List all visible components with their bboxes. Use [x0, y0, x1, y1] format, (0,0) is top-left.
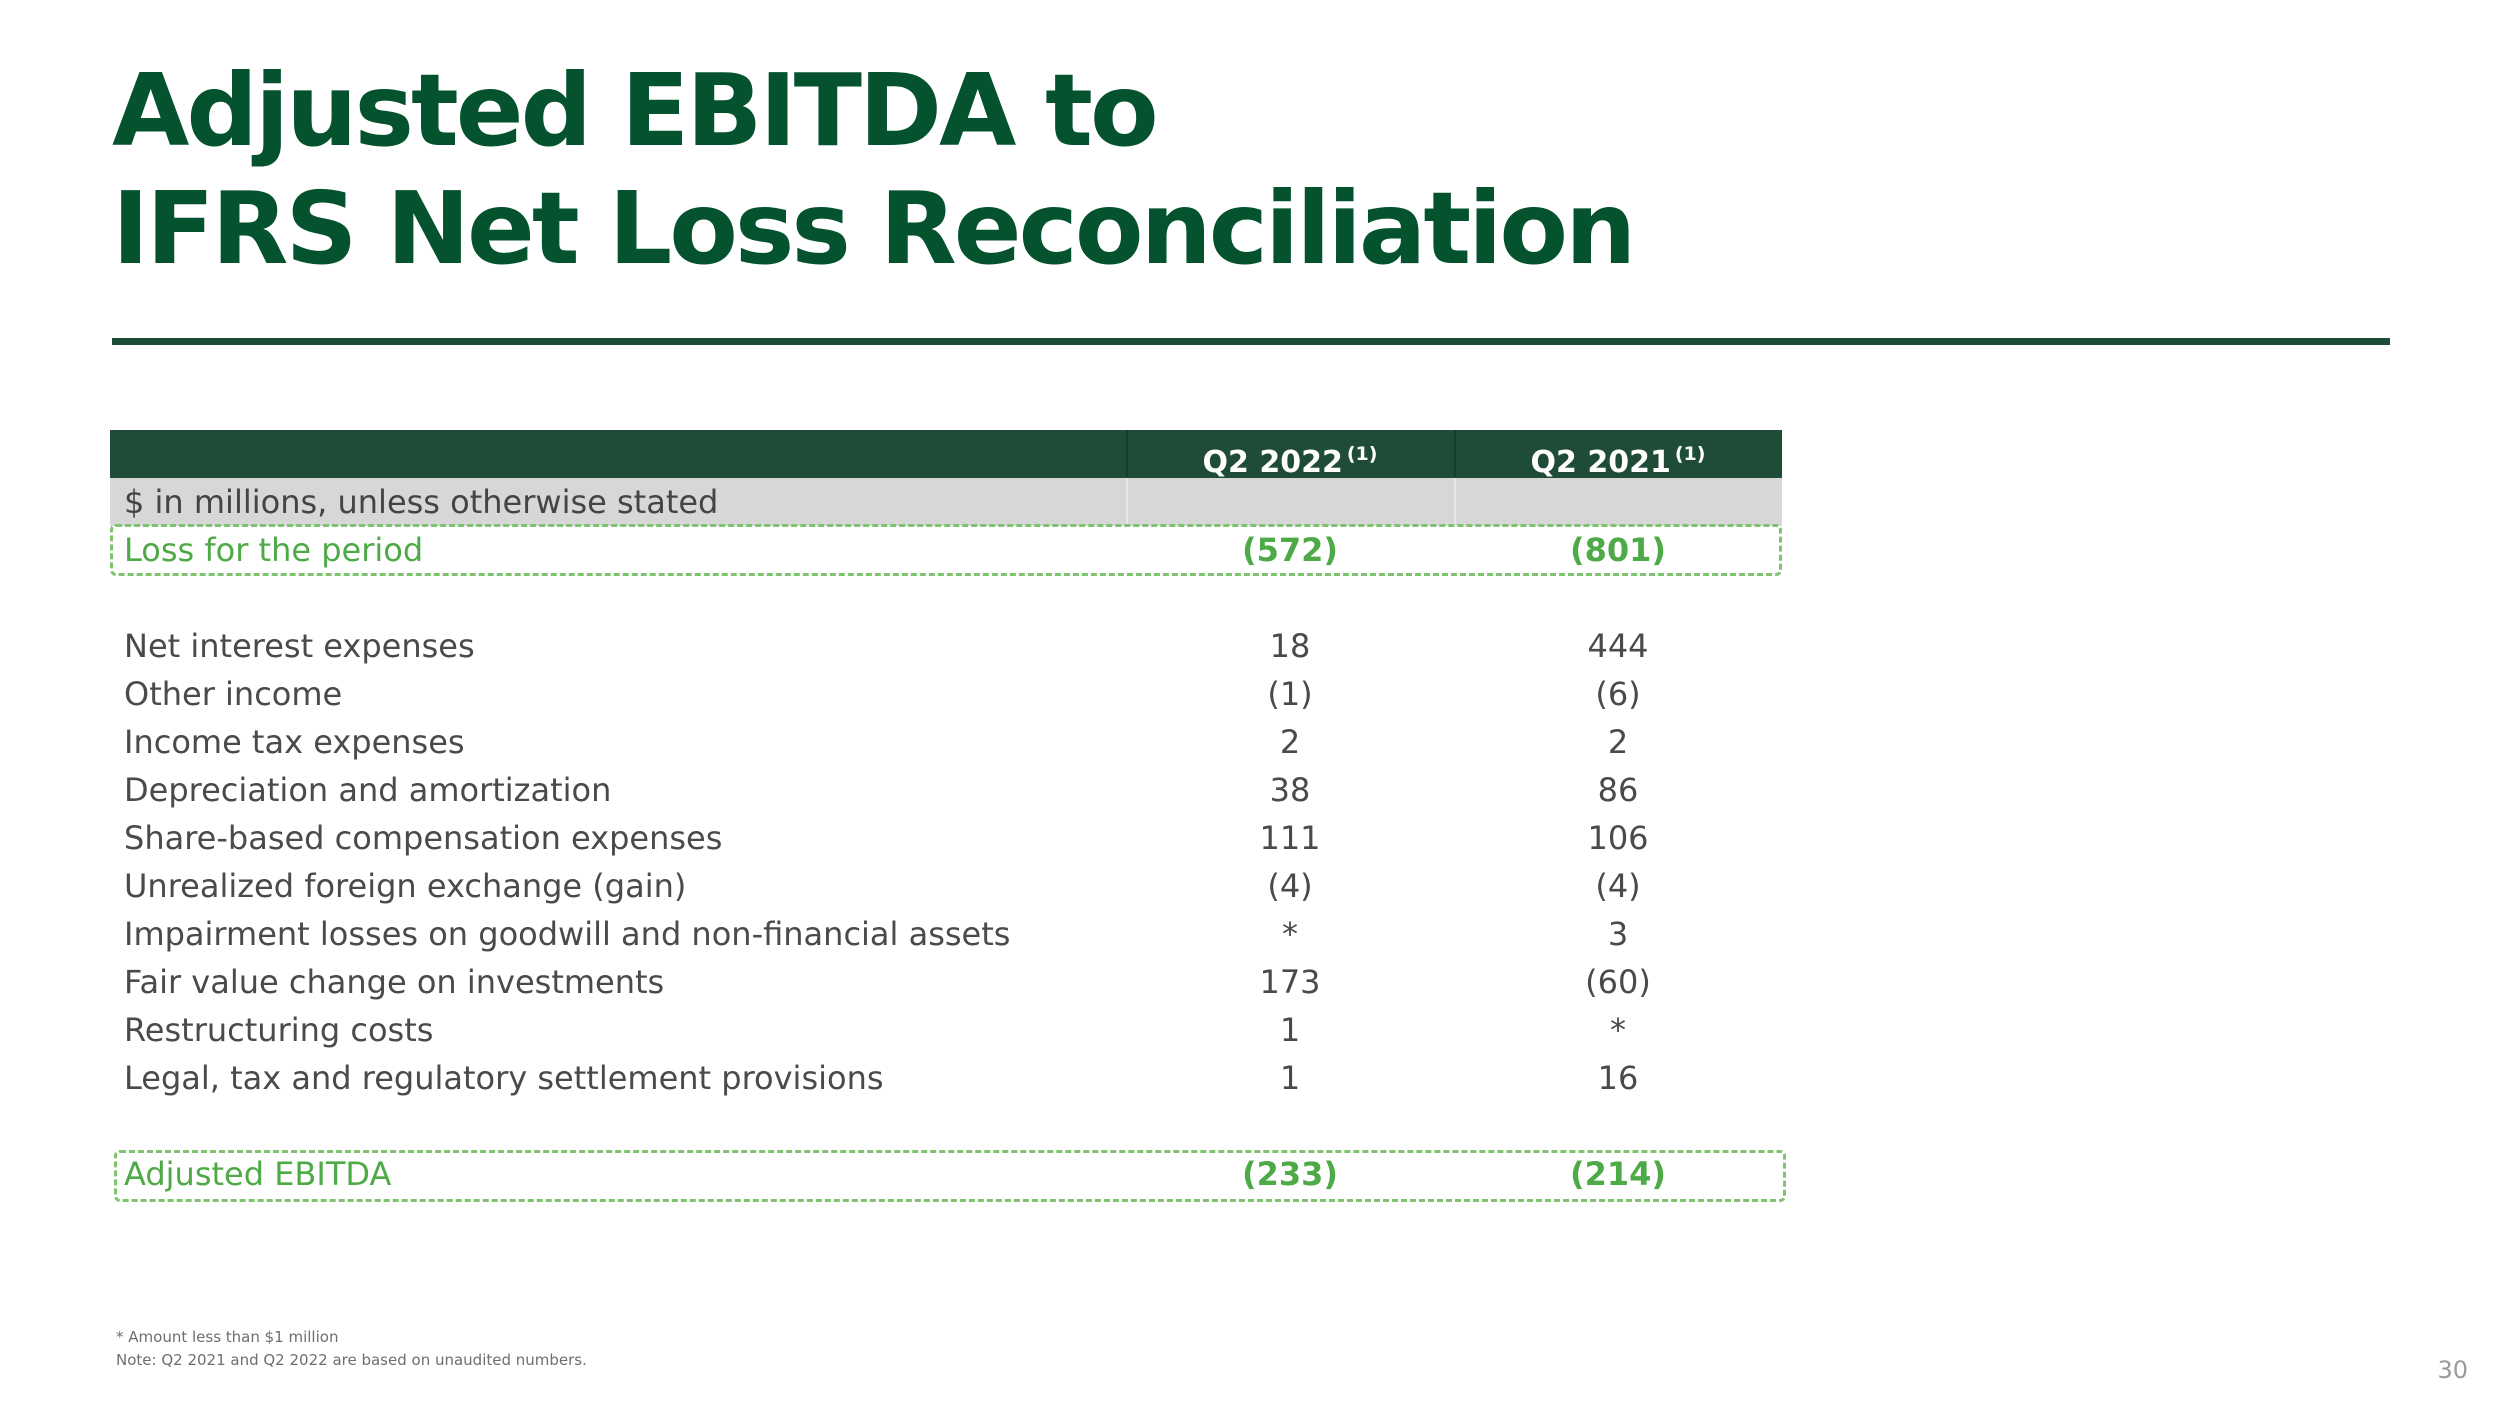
row-label: Income tax expenses [124, 723, 465, 761]
page-title-line-1: Adjusted EBITDA to [112, 52, 1159, 169]
column-header-note: (1) [1346, 443, 1378, 465]
spacer-row [110, 1102, 1782, 1150]
page-title-line-2: IFRS Net Loss Reconciliation [112, 170, 1636, 287]
row-label: Impairment losses on goodwill and non-fi… [124, 915, 1011, 953]
row-value-q2-2021: 444 [1587, 627, 1649, 665]
row-value-q2-2021: (801) [1569, 531, 1667, 569]
row-value-q2-2021: 16 [1597, 1059, 1639, 1097]
spacer-row [110, 574, 1782, 622]
row-value-q2-2021: * [1610, 1011, 1626, 1049]
header-divider [1126, 430, 1128, 478]
row-label: Fair value change on investments [124, 963, 665, 1001]
row-label: Share-based compensation expenses [124, 819, 723, 857]
row-value-q2-2021: 3 [1607, 915, 1629, 953]
table-row: Income tax expenses 2 2 [110, 718, 1782, 766]
ebitda-highlight-box [114, 1150, 1786, 1202]
footnotes: * Amount less than $1 million Note: Q2 2… [116, 1326, 587, 1372]
row-value-q2-2021: (214) [1569, 1155, 1667, 1193]
column-header-q2-2022: Q2 2022 (1) [1127, 430, 1453, 480]
table-header: Q2 2022 (1) Q2 2021 (1) [110, 430, 1782, 480]
row-value-q2-2022: * [1282, 915, 1298, 953]
reconciliation-table: Q2 2022 (1) Q2 2021 (1) $ in millions, unl… [110, 430, 1786, 1202]
row-label: Restructuring costs [124, 1011, 434, 1049]
row-value-q2-2022: (233) [1241, 1155, 1339, 1193]
row-label: Depreciation and amortization [124, 771, 612, 809]
table-row: Net interest expenses 18 444 [110, 622, 1782, 670]
row-label: Other income [124, 675, 343, 713]
table-row: Share-based compensation expenses 111 10… [110, 814, 1782, 862]
page-number: 30 [2437, 1356, 2468, 1384]
page-title: Adjusted EBITDA to IFRS Net Loss Reconci… [112, 52, 1636, 288]
row-label: Loss for the period [124, 531, 424, 569]
adjusted-ebitda-row: Adjusted EBITDA (233) (214) [110, 1150, 1782, 1198]
row-value-q2-2021: 2 [1607, 723, 1629, 761]
row-label: Unrealized foreign exchange (gain) [124, 867, 687, 905]
footnote-asterisk: * Amount less than $1 million [116, 1328, 339, 1346]
units-label: $ in millions, unless otherwise stated [124, 483, 719, 521]
row-value-q2-2022: 18 [1269, 627, 1311, 665]
title-divider [112, 338, 2390, 345]
units-divider [1126, 478, 1128, 526]
row-label: Legal, tax and regulatory settlement pro… [124, 1059, 884, 1097]
row-value-q2-2022: 38 [1269, 771, 1311, 809]
row-value-q2-2021: (4) [1595, 867, 1641, 905]
column-header-note: (1) [1674, 443, 1706, 465]
table-row: Impairment losses on goodwill and non-fi… [110, 910, 1782, 958]
column-header-label: Q2 2021 [1530, 445, 1671, 480]
row-value-q2-2021: (6) [1595, 675, 1641, 713]
row-value-q2-2022: 2 [1279, 723, 1301, 761]
table-row: Depreciation and amortization 38 86 [110, 766, 1782, 814]
table-row: Unrealized foreign exchange (gain) (4) (… [110, 862, 1782, 910]
row-value-q2-2022: (4) [1267, 867, 1313, 905]
column-header-q2-2021: Q2 2021 (1) [1455, 430, 1781, 480]
header-divider [1454, 430, 1456, 478]
row-value-q2-2022: 111 [1259, 819, 1321, 857]
footnote-note: Note: Q2 2021 and Q2 2022 are based on u… [116, 1351, 587, 1369]
row-label: Net interest expenses [124, 627, 475, 665]
row-value-q2-2022: 173 [1259, 963, 1321, 1001]
table-row: Restructuring costs 1 * [110, 1006, 1782, 1054]
units-divider [1454, 478, 1456, 526]
row-label: Adjusted EBITDA [124, 1155, 392, 1193]
row-value-q2-2022: 1 [1279, 1059, 1301, 1097]
table-row: Legal, tax and regulatory settlement pro… [110, 1054, 1782, 1102]
row-value-q2-2021: 106 [1587, 819, 1649, 857]
table-row: Other income (1) (6) [110, 670, 1782, 718]
row-value-q2-2022: 1 [1279, 1011, 1301, 1049]
row-value-q2-2022: (572) [1241, 531, 1339, 569]
row-value-q2-2021: (60) [1585, 963, 1651, 1001]
column-header-label: Q2 2022 [1202, 445, 1343, 480]
loss-for-period-row: Loss for the period (572) (801) [110, 526, 1782, 574]
loss-highlight-box [110, 524, 1782, 576]
row-value-q2-2021: 86 [1597, 771, 1639, 809]
units-row: $ in millions, unless otherwise stated [110, 478, 1782, 526]
row-value-q2-2022: (1) [1267, 675, 1313, 713]
table-row: Fair value change on investments 173 (60… [110, 958, 1782, 1006]
